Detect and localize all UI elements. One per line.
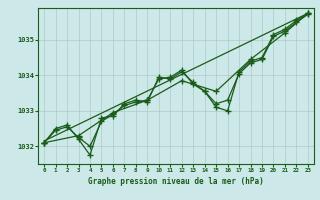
X-axis label: Graphe pression niveau de la mer (hPa): Graphe pression niveau de la mer (hPa) — [88, 177, 264, 186]
